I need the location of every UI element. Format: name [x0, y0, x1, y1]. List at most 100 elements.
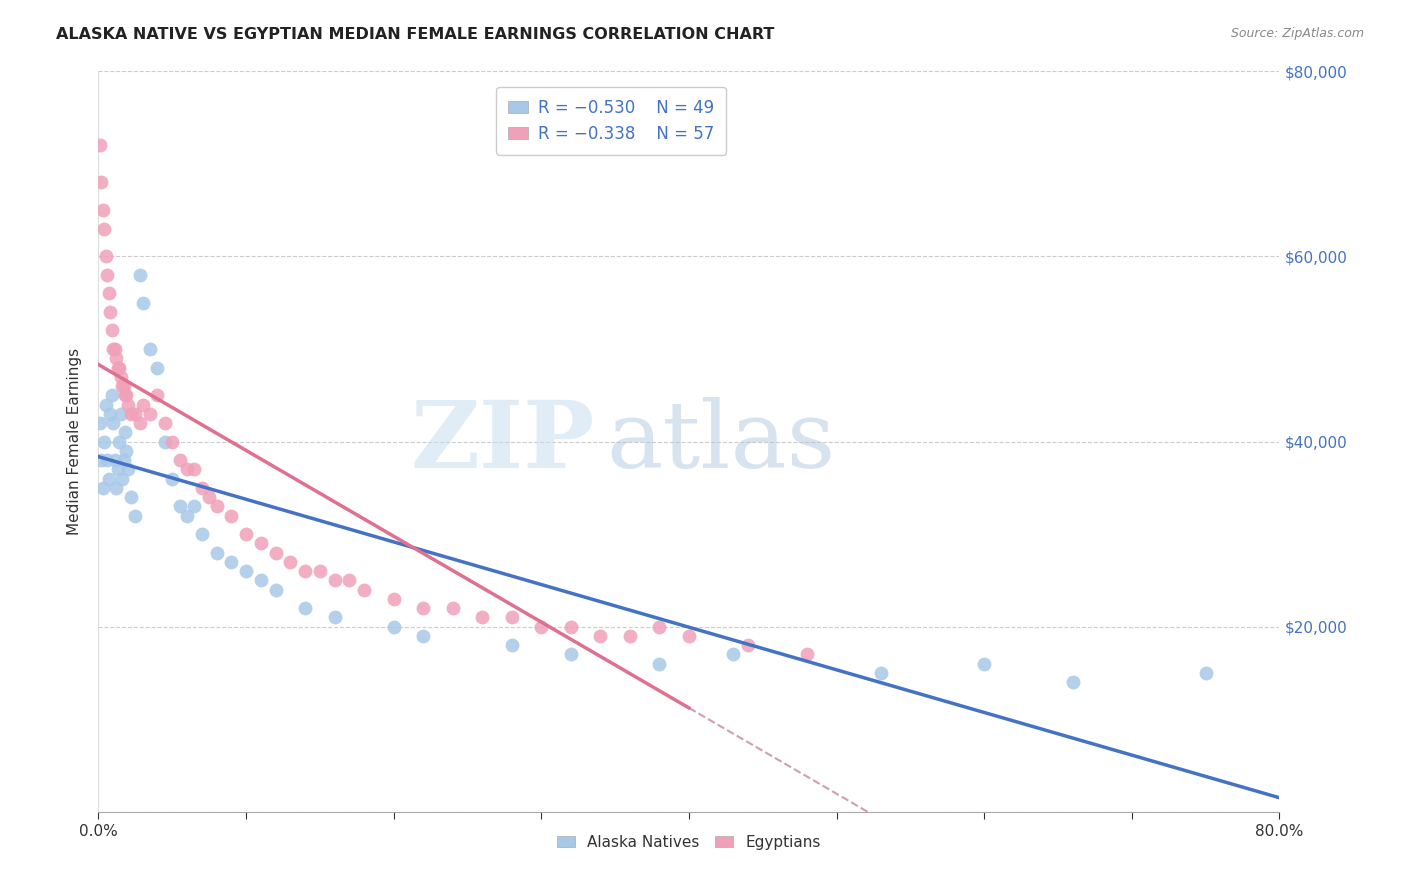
Point [678, 629, 700, 643]
Point [280, 555, 302, 569]
Point [124, 508, 146, 523]
Point [235, 527, 257, 541]
Point [114, 425, 136, 440]
Point [105, 351, 128, 366]
Point [153, 434, 176, 449]
Point [96, 453, 118, 467]
Point [115, 388, 138, 402]
Point [89, 138, 111, 153]
Point [205, 500, 228, 514]
Text: ZIP: ZIP [411, 397, 595, 486]
Point [115, 443, 138, 458]
Point [93, 434, 115, 449]
Point [169, 453, 191, 467]
Point [128, 268, 150, 282]
Point [235, 564, 257, 578]
Point [176, 508, 198, 523]
Point [205, 545, 228, 560]
Y-axis label: Median Female Earnings: Median Female Earnings [67, 348, 83, 535]
Point [648, 619, 671, 633]
Point [382, 591, 405, 606]
Point [100, 324, 122, 338]
Point [796, 648, 818, 662]
Point [107, 462, 129, 476]
Point [191, 481, 214, 495]
Point [412, 601, 434, 615]
Point [91, 203, 114, 218]
Point [108, 434, 131, 449]
Point [382, 619, 405, 633]
Point [104, 342, 127, 356]
Point [112, 453, 135, 467]
Point [323, 610, 346, 624]
Point [104, 453, 127, 467]
Point [117, 462, 139, 476]
Point [221, 555, 243, 569]
Point [294, 601, 316, 615]
Point [1062, 675, 1084, 690]
Point [737, 638, 759, 652]
Point [94, 250, 117, 264]
Point [90, 175, 112, 190]
Point [294, 564, 316, 578]
Text: Source: ZipAtlas.com: Source: ZipAtlas.com [1230, 27, 1364, 40]
Point [162, 471, 183, 485]
Point [250, 536, 273, 550]
Point [560, 619, 582, 633]
Point [105, 481, 128, 495]
Point [323, 574, 346, 588]
Point [98, 305, 121, 319]
Point [110, 407, 132, 421]
Text: ALASKA NATIVE VS EGYPTIAN MEDIAN FEMALE EARNINGS CORRELATION CHART: ALASKA NATIVE VS EGYPTIAN MEDIAN FEMALE … [56, 27, 775, 42]
Point [89, 416, 111, 430]
Point [120, 490, 142, 504]
Point [973, 657, 995, 671]
Point [146, 388, 169, 402]
Point [501, 610, 523, 624]
Point [111, 379, 134, 393]
Text: atlas: atlas [606, 397, 835, 486]
Point [198, 490, 221, 504]
Point [471, 610, 494, 624]
Point [441, 601, 464, 615]
Point [723, 648, 745, 662]
Point [146, 360, 169, 375]
Point [110, 369, 132, 384]
Point [124, 407, 146, 421]
Point [648, 657, 671, 671]
Point [100, 388, 122, 402]
Point [96, 268, 118, 282]
Point [93, 221, 115, 235]
Point [120, 407, 142, 421]
Point [91, 481, 114, 495]
Point [153, 416, 176, 430]
Point [90, 453, 112, 467]
Point [250, 574, 273, 588]
Point [94, 398, 117, 412]
Point [191, 527, 214, 541]
Point [339, 574, 361, 588]
Point [162, 434, 183, 449]
Point [103, 342, 125, 356]
Point [97, 471, 120, 485]
Point [530, 619, 553, 633]
Point [114, 388, 136, 402]
Point [139, 407, 162, 421]
Point [176, 462, 198, 476]
Point [132, 295, 155, 310]
Point [117, 398, 139, 412]
Point [139, 342, 162, 356]
Point [103, 416, 125, 430]
Point [169, 500, 191, 514]
Point [98, 407, 121, 421]
Point [560, 648, 582, 662]
Point [309, 564, 332, 578]
Point [183, 500, 205, 514]
Point [264, 545, 287, 560]
Point [112, 379, 135, 393]
Point [870, 665, 893, 680]
Point [619, 629, 641, 643]
Point [132, 398, 155, 412]
Point [107, 360, 129, 375]
Point [501, 638, 523, 652]
